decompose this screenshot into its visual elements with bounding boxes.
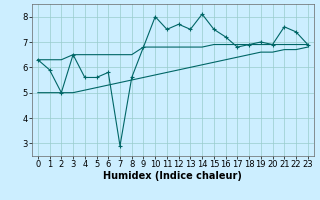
X-axis label: Humidex (Indice chaleur): Humidex (Indice chaleur)	[103, 171, 242, 181]
